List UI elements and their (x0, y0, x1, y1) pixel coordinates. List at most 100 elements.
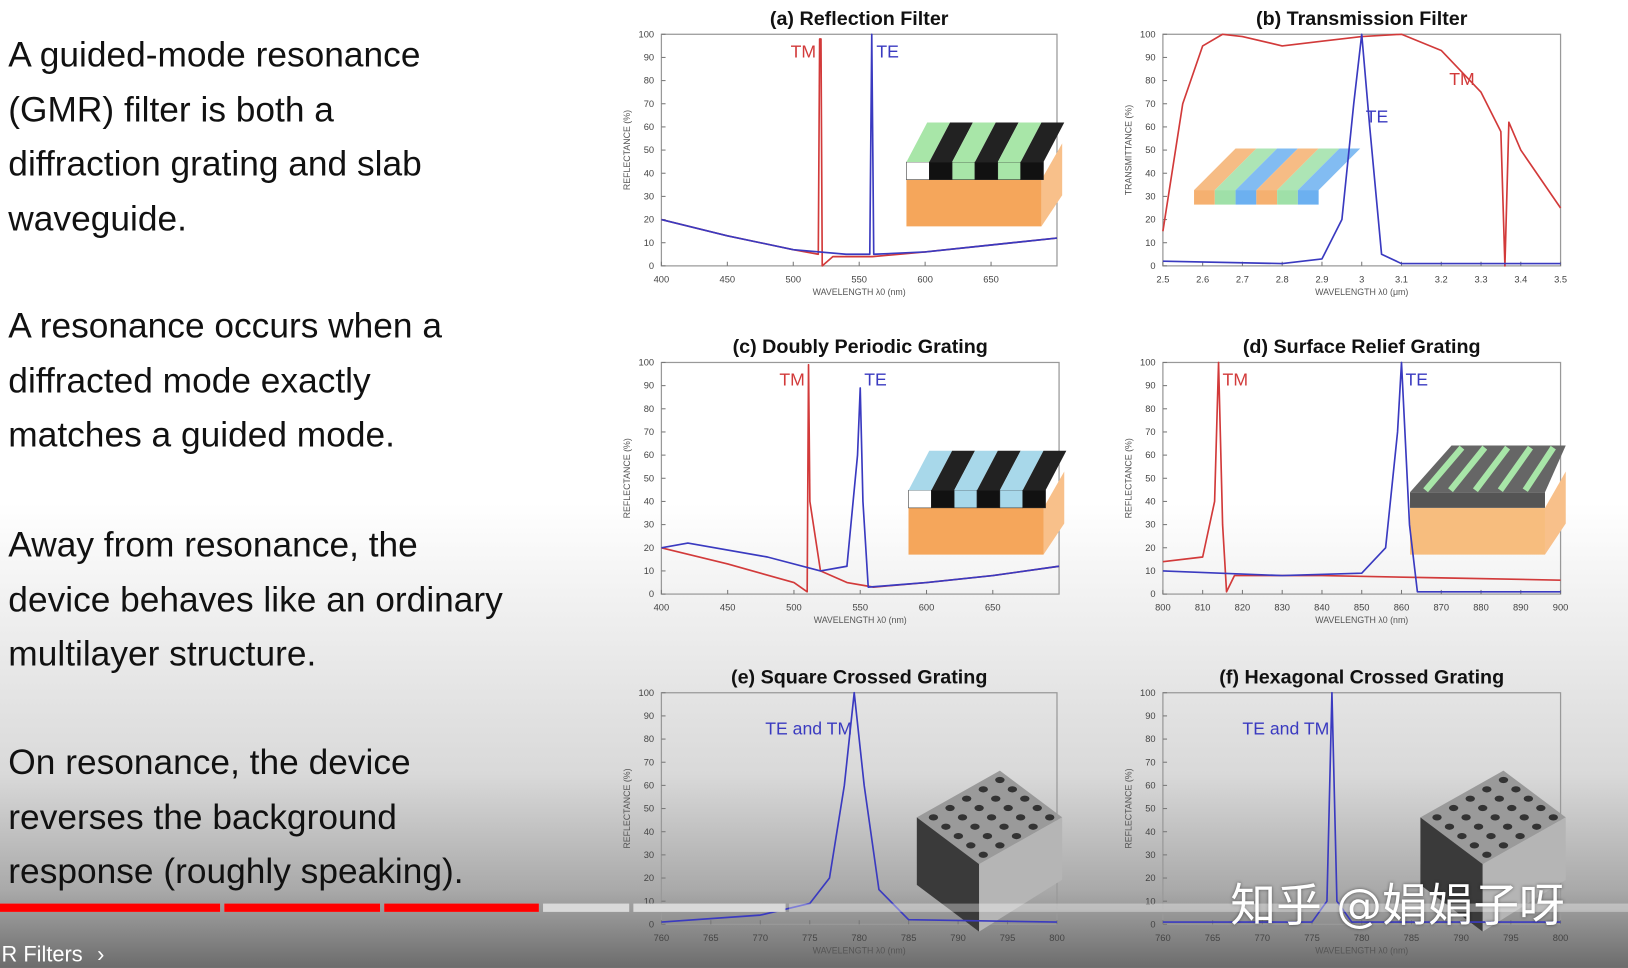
y-tick-label: 40 (1145, 827, 1155, 837)
y-tick-label: 40 (644, 168, 654, 178)
inset-hole (1548, 814, 1558, 821)
slide-paragraph: A resonance occurs when a diffracted mod… (8, 306, 443, 455)
y-tick-label: 50 (1145, 145, 1155, 155)
inset-hole (1444, 823, 1455, 830)
inset-hole (1465, 795, 1475, 802)
y-tick-label: 60 (1145, 781, 1155, 791)
inset-stripe-end (929, 161, 953, 180)
curve-label: TM (1449, 69, 1474, 89)
inset-stripe (1022, 450, 1067, 491)
inset-hole (1490, 814, 1500, 821)
x-tick-label: 830 (1274, 603, 1290, 613)
inset-hole (982, 832, 993, 840)
y-tick-label: 100 (639, 358, 655, 368)
inset-hole (941, 823, 951, 830)
inset-stripe (1297, 148, 1361, 191)
inset-stripe-end (953, 489, 978, 509)
x-axis-label: WAVELENGTH λ0 (nm) (1315, 615, 1408, 625)
y-tick-label: 60 (1145, 450, 1155, 460)
x-tick-label: 770 (753, 933, 769, 943)
inset-stripe (929, 122, 973, 163)
x-tick-label: 780 (851, 933, 867, 943)
y-tick-label: 0 (1150, 919, 1155, 929)
inset-stripe-end (974, 161, 999, 180)
chapter-title-button[interactable]: MR Filters › (0, 943, 104, 968)
x-tick-label: 600 (919, 603, 935, 613)
y-tick-label: 0 (1150, 589, 1155, 599)
y-axis-label: REFLECTANCE (%) (622, 110, 632, 190)
y-tick-label: 70 (1145, 99, 1155, 109)
x-tick-label: 450 (720, 274, 736, 284)
y-tick-label: 20 (1145, 215, 1155, 225)
y-tick-label: 30 (1145, 520, 1155, 530)
y-tick-label: 90 (644, 381, 654, 391)
inset-stripe-end (976, 489, 1001, 509)
y-tick-label: 10 (1145, 238, 1155, 248)
slide-paragraph: On resonance, the device reverses the ba… (8, 742, 464, 892)
progress-played (0, 903, 221, 912)
progress-played (224, 903, 381, 912)
inset-hole (978, 851, 988, 858)
inset-hole (1045, 814, 1055, 821)
y-tick-label: 80 (1145, 404, 1155, 414)
inset-hole (945, 804, 955, 812)
inset-hole (1502, 823, 1513, 830)
x-axis-label: WAVELENGTH λ0 (nm) (814, 615, 907, 625)
y-axis-label: TRANSMITTANCE (%) (1124, 105, 1134, 195)
y-tick-label: 10 (1145, 566, 1155, 576)
progress-played (384, 903, 539, 912)
y-tick-label: 40 (644, 827, 654, 837)
x-tick-label: 400 (654, 603, 670, 613)
inset-stripe (977, 450, 1021, 491)
y-tick-label: 20 (1145, 543, 1155, 553)
watermark: 知乎 @娟娟子呀 (1230, 879, 1565, 933)
inset-hole (1511, 786, 1521, 793)
inset-substrate-side (1043, 471, 1065, 555)
inset-hole (1448, 804, 1459, 812)
y-tick-label: 40 (1145, 168, 1155, 178)
inset-stripe-end (1022, 489, 1046, 509)
inset-hole (953, 832, 964, 840)
inset-hole (1011, 832, 1022, 840)
x-tick-label: 790 (950, 933, 966, 943)
y-tick-label: 20 (1145, 873, 1155, 883)
inset-hole (1015, 814, 1026, 821)
inset-stripe-end (1297, 190, 1319, 205)
curve-label: TE (1366, 106, 1389, 126)
y-tick-label: 0 (649, 919, 654, 929)
x-tick-label: 800 (1553, 933, 1569, 943)
x-tick-label: 650 (985, 603, 1001, 613)
y-tick-label: 100 (639, 29, 655, 39)
inset-stripe-end (908, 489, 932, 509)
inset-stripe (1214, 148, 1278, 191)
x-tick-label: 880 (1473, 603, 1489, 613)
inset-hole (1486, 832, 1496, 840)
inset-hole (1432, 814, 1442, 821)
inset-stripe (1020, 122, 1065, 163)
inset-hole (991, 795, 1001, 802)
x-tick-label: 650 (983, 274, 999, 284)
y-tick-label: 10 (644, 896, 654, 906)
video-progress-bar[interactable] (0, 903, 1628, 912)
x-tick-label: 890 (1513, 603, 1529, 613)
series-line-te (1162, 33, 1561, 265)
curve-label: TE and TM (765, 718, 852, 738)
x-tick-label: 760 (654, 933, 670, 943)
inset-side-face (979, 817, 1063, 932)
y-tick-label: 90 (1145, 381, 1155, 391)
x-tick-label: 450 (720, 603, 736, 613)
chart-title: (f) Hexagonal Crossed Grating (1219, 666, 1504, 688)
x-tick-label: 840 (1314, 603, 1330, 613)
y-tick-label: 60 (1145, 122, 1155, 132)
x-tick-label: 850 (1354, 603, 1370, 613)
curve-label: TE and TM (1242, 718, 1329, 738)
inset-hole (1498, 842, 1509, 849)
inset-hole (957, 814, 968, 821)
x-tick-label: 2.6 (1196, 274, 1209, 284)
slide-paragraph: A guided-mode resonance (GMR) filter is … (8, 35, 422, 239)
x-tick-label: 795 (1503, 933, 1519, 943)
inset-hole (961, 795, 972, 802)
inset-stripe (931, 450, 975, 491)
inset-hole (970, 823, 980, 830)
